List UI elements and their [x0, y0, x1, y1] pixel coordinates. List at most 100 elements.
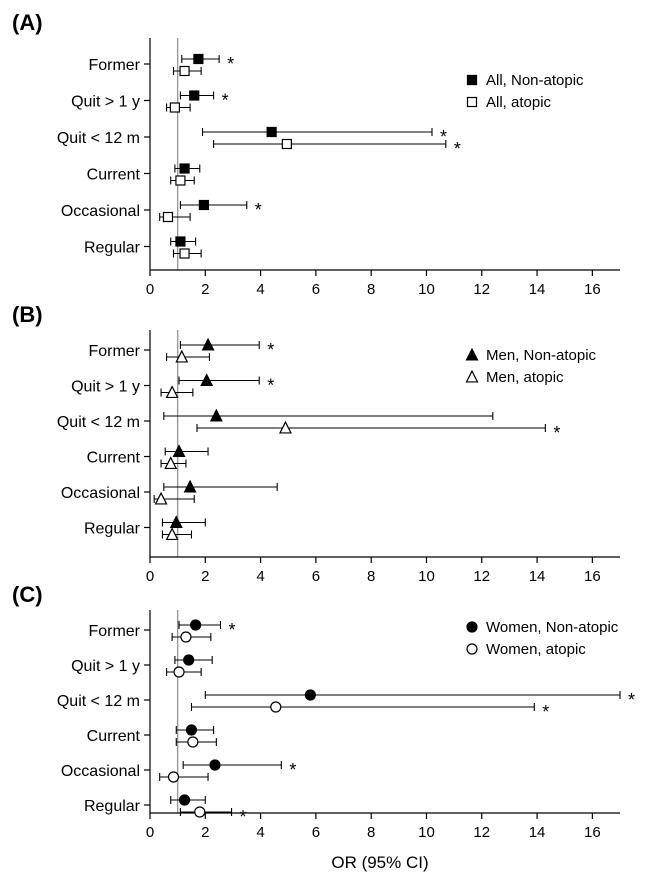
x-tick-label: 8 — [367, 824, 375, 841]
significance-star: * — [267, 340, 274, 360]
category-label: Regular — [84, 521, 141, 538]
significance-star: * — [240, 807, 247, 827]
category-label: Quit > 1 y — [71, 379, 140, 396]
x-tick-label: 12 — [473, 824, 490, 841]
legend-label: Women, Non-atopic — [486, 619, 619, 636]
category-label: Former — [88, 343, 140, 360]
x-tick-label: 2 — [201, 568, 209, 585]
or-point — [304, 689, 316, 701]
series-1: * * Women, atopic — [159, 631, 586, 827]
x-tick-label: 10 — [418, 824, 435, 841]
legend-label: Women, atopic — [486, 641, 586, 658]
legend-label: Men, atopic — [486, 369, 564, 386]
x-tick-label: 16 — [584, 281, 601, 298]
or-point — [175, 349, 189, 363]
x-tick-label: 4 — [256, 568, 264, 585]
series-1: * Men, atopic — [153, 349, 564, 541]
x-tick-label: 16 — [584, 824, 601, 841]
category-label: Occasional — [61, 203, 140, 220]
x-tick-label: 2 — [201, 824, 209, 841]
category-label: Quit < 12 m — [57, 693, 140, 710]
or-point — [172, 444, 186, 458]
x-tick-label: 10 — [418, 281, 435, 298]
legend-label: Men, Non-atopic — [486, 347, 597, 364]
x-tick-label: 6 — [312, 568, 320, 585]
x-tick-label: 12 — [473, 281, 490, 298]
x-tick-label: 10 — [418, 568, 435, 585]
x-tick-label: 6 — [312, 824, 320, 841]
or-point — [183, 654, 195, 666]
significance-star: * — [255, 200, 262, 220]
category-label: Regular — [84, 798, 141, 815]
x-tick-label: 14 — [529, 568, 546, 585]
category-label: Quit > 1 y — [71, 94, 140, 111]
significance-star: * — [542, 702, 549, 722]
or-point — [183, 479, 197, 493]
x-tick-label: 6 — [312, 281, 320, 298]
or-point — [278, 420, 292, 434]
or-point — [266, 126, 277, 138]
or-point — [179, 65, 190, 77]
x-tick-label: 8 — [367, 281, 375, 298]
significance-star: * — [229, 620, 236, 640]
x-tick-label: 4 — [256, 824, 264, 841]
significance-star: * — [222, 91, 229, 111]
or-point — [281, 138, 292, 150]
legend-label: All, atopic — [486, 94, 552, 111]
x-tick-label: 0 — [146, 824, 154, 841]
x-tick-label: 2 — [201, 281, 209, 298]
x-tick-label: 14 — [529, 824, 546, 841]
or-point — [270, 701, 282, 713]
legend-marker — [466, 621, 478, 633]
x-tick-label: 12 — [473, 568, 490, 585]
panel-label: (B) — [12, 302, 43, 327]
category-label: Regular — [84, 240, 141, 257]
legend-marker — [465, 347, 479, 361]
x-tick-label: 4 — [256, 281, 264, 298]
or-point — [200, 373, 214, 387]
significance-star: * — [553, 423, 560, 443]
or-point — [190, 619, 202, 631]
or-point — [162, 211, 174, 223]
x-tick-label: 0 — [146, 281, 154, 298]
x-tick-label: 8 — [367, 568, 375, 585]
panel-0: (A) 0 2 4 6 8 10 12 14 16 Former Quit > 1 y Quit < 1… — [12, 10, 620, 298]
or-point — [173, 666, 185, 678]
panel-1: (B) 0 2 4 6 8 10 12 14 16 Former Quit > 1 y Quit < 1… — [12, 302, 620, 585]
legend-marker — [466, 643, 478, 655]
significance-star: * — [440, 127, 447, 147]
or-point — [209, 759, 221, 771]
or-point — [175, 236, 186, 247]
or-point — [189, 90, 200, 101]
legend-marker — [466, 96, 478, 108]
or-point — [198, 199, 210, 211]
category-label: Occasional — [61, 485, 140, 502]
x-tick-label: 16 — [584, 568, 601, 585]
or-point — [185, 724, 198, 736]
series-0: * * * * All, Non-atopic — [170, 53, 584, 247]
panel-label: (C) — [12, 582, 43, 607]
or-point — [180, 631, 192, 643]
significance-star: * — [267, 376, 274, 396]
x-axis-label: OR (95% CI) — [331, 853, 428, 872]
category-label: Current — [87, 167, 141, 184]
category-label: Current — [87, 728, 141, 745]
significance-star: * — [289, 760, 296, 780]
or-point — [165, 527, 179, 541]
category-label: Current — [87, 450, 141, 467]
category-label: Quit > 1 y — [71, 658, 140, 675]
series-0: * * * Women, Non-atopic — [170, 619, 635, 806]
or-point — [201, 337, 215, 351]
significance-star: * — [227, 54, 234, 74]
category-label: Former — [88, 57, 140, 74]
x-tick-label: 14 — [529, 281, 546, 298]
x-tick-label: 0 — [146, 568, 154, 585]
or-point — [167, 771, 180, 783]
significance-star: * — [628, 690, 635, 710]
category-label: Quit < 12 m — [57, 414, 140, 431]
or-point — [193, 53, 204, 65]
or-point — [169, 102, 180, 113]
or-point — [169, 515, 183, 529]
significance-star: * — [454, 139, 461, 159]
category-label: Occasional — [61, 763, 140, 780]
